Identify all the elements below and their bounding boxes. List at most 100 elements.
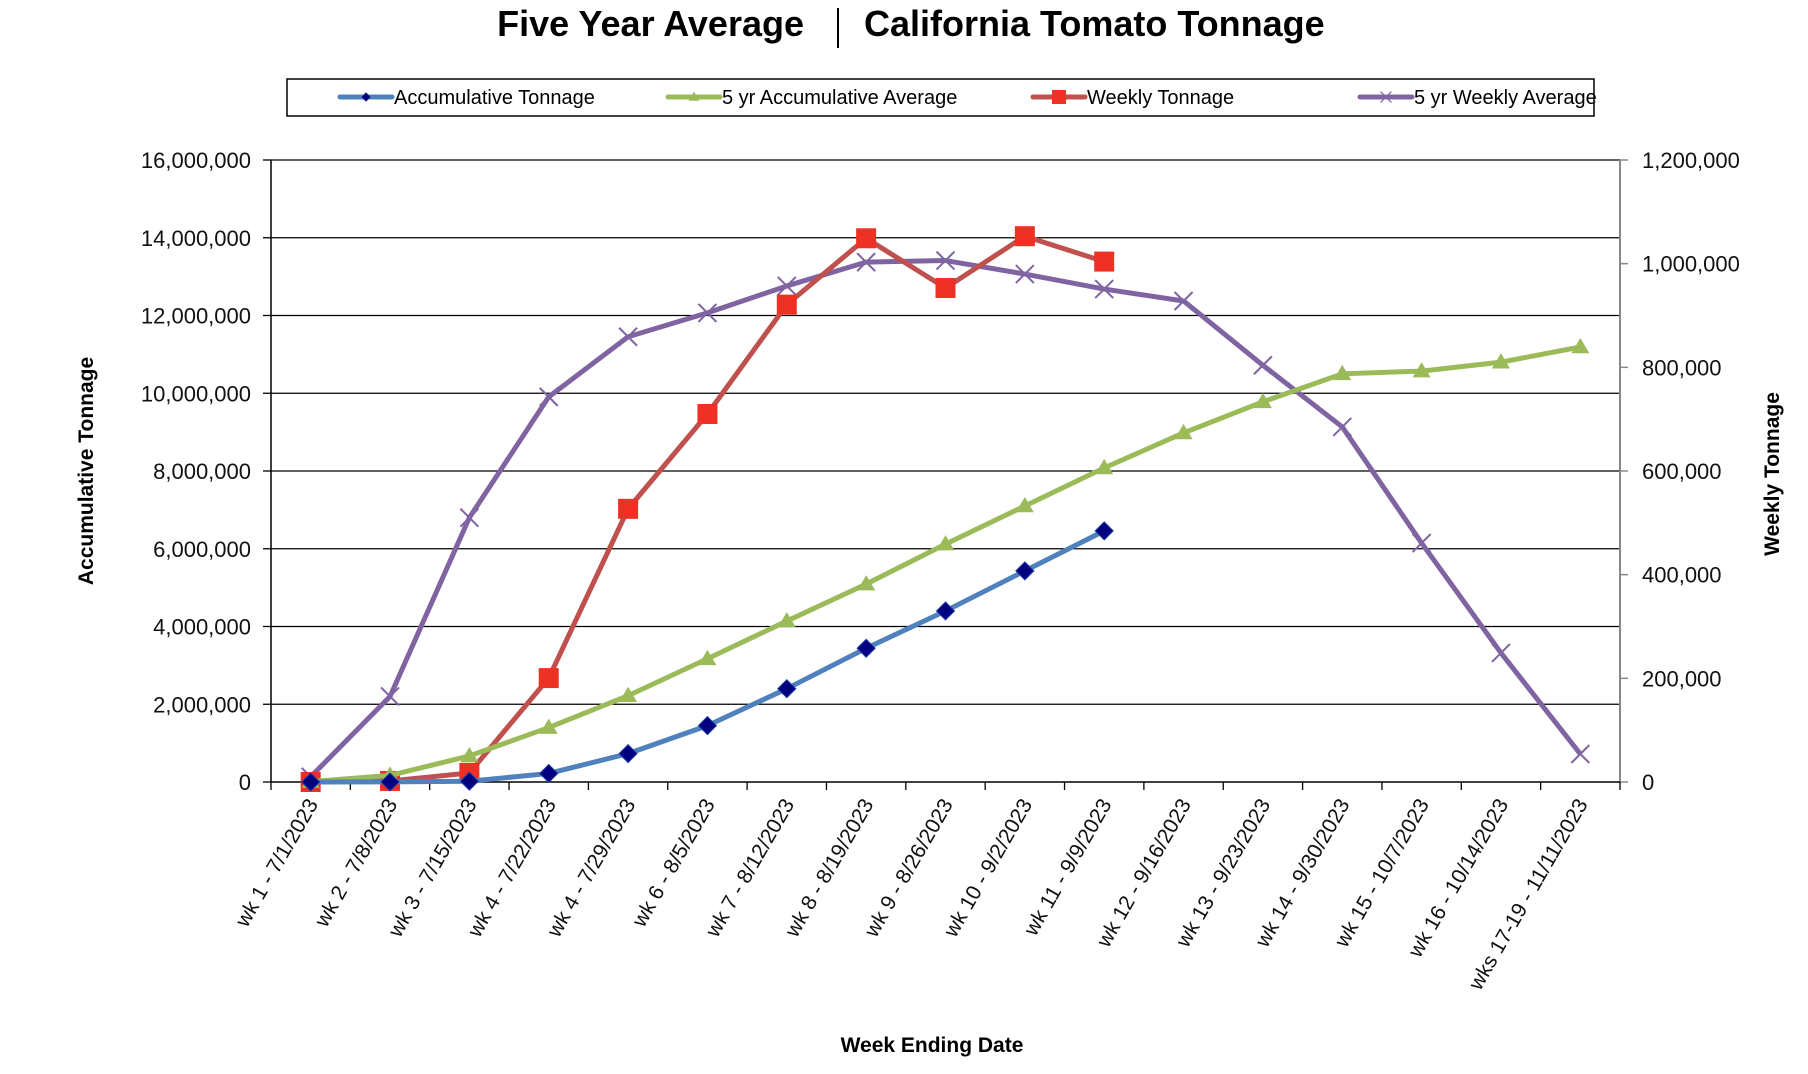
y-left-tick-label: 10,000,000	[141, 381, 251, 406]
data-point	[618, 327, 638, 347]
data-point	[618, 743, 638, 764]
legend-label: 5 yr Weekly Average	[1414, 87, 1597, 109]
data-point	[1411, 533, 1432, 553]
data-point	[300, 772, 321, 792]
data-point	[856, 228, 877, 249]
data-point	[1412, 362, 1431, 378]
data-point	[856, 252, 876, 272]
data-point	[1253, 392, 1272, 409]
y-axis-right-title: Weekly Tonnage	[1761, 392, 1784, 556]
y-left-tick-label: 14,000,000	[141, 226, 251, 251]
data-point	[856, 638, 876, 658]
data-point	[1332, 417, 1352, 437]
y-left-tick-label: 12,000,000	[141, 304, 251, 329]
data-point	[935, 278, 956, 299]
data-point	[1094, 251, 1115, 272]
data-point	[935, 601, 956, 621]
data-point	[460, 746, 479, 763]
series-5-yr-weekly-average	[300, 250, 1591, 787]
data-point	[539, 387, 559, 407]
data-point	[1491, 643, 1511, 663]
legend-label: Accumulative Tonnage	[394, 87, 595, 109]
data-point	[538, 668, 559, 689]
series-line	[310, 344, 1581, 785]
y-right-tick-label: 0	[1642, 770, 1654, 795]
data-point	[1570, 744, 1591, 764]
y-right-tick-label: 1,000,000	[1642, 252, 1740, 277]
x-tick-label: wk 11 - 9/9/2023	[1019, 795, 1116, 940]
legend-square-icon	[1052, 90, 1066, 104]
data-point	[619, 686, 638, 702]
data-point	[1094, 279, 1114, 299]
data-point	[1015, 496, 1034, 513]
y-right-tick-label: 800,000	[1642, 355, 1722, 380]
legend-triangle-icon	[688, 91, 700, 101]
legend-label: 5 yr Accumulative Average	[722, 87, 957, 109]
legend-item: 5 yr Weekly Average	[1357, 87, 1597, 109]
y-left-tick-label: 16,000,000	[141, 148, 251, 173]
x-tick-label: wk 2 - 7/8/2023	[310, 795, 402, 932]
x-tick-label: wk 1 - 7/1/2023	[231, 795, 323, 932]
x-tick-label: wk 4 - 7/29/2023	[542, 795, 640, 942]
x-tick-label: wk 4 - 7/22/2023	[463, 795, 561, 942]
x-tick-label: wk 8 - 8/19/2023	[780, 795, 878, 942]
y-left-tick-label: 6,000,000	[153, 537, 251, 562]
data-point	[1571, 337, 1590, 354]
data-point	[857, 575, 876, 591]
data-point	[1173, 291, 1194, 311]
y-right-tick-label: 400,000	[1642, 563, 1722, 588]
legend: Accumulative Tonnage 5 yr Accumulative Av…	[286, 78, 1597, 117]
data-point	[697, 715, 718, 736]
y-axis-left-title: Accumulative Tonnage	[75, 357, 98, 585]
data-point	[936, 535, 955, 551]
data-point	[1491, 353, 1510, 369]
x-tick-label: wk 3 - 7/15/2023	[384, 795, 482, 942]
gridlines	[271, 159, 1620, 705]
x-tick-label: wk 7 - 8/12/2023	[701, 795, 799, 942]
y-right-tick-label: 1,200,000	[1642, 148, 1740, 173]
data-point	[697, 303, 718, 323]
y-axis-right-ticks: 0 200,000 400,000 600,000 800,000 1,000,000 1,…	[1620, 148, 1740, 795]
x-axis-title: Week Ending Date	[841, 1034, 1024, 1057]
y-left-tick-label: 0	[239, 770, 251, 795]
data-point	[776, 294, 797, 315]
y-right-tick-label: 200,000	[1642, 666, 1722, 691]
data-point	[1174, 423, 1193, 440]
data-point	[459, 771, 480, 791]
data-point	[1094, 521, 1114, 541]
legend-x-icon	[1380, 91, 1392, 103]
data-point	[1015, 264, 1035, 284]
data-point	[1015, 561, 1035, 581]
data-point	[1014, 226, 1035, 247]
legend-item: Weekly Tonnage	[1030, 87, 1234, 109]
y-axis-left-ticks: 0 2,000,000 4,000,000 6,000,000 8,000,000 10,…	[141, 148, 271, 795]
chart-title-left: Five Year Average	[497, 3, 804, 44]
legend-item: 5 yr Accumulative Average	[665, 87, 957, 109]
y-left-tick-label: 4,000,000	[153, 615, 251, 640]
data-point	[380, 686, 400, 707]
legend-diamond-icon	[361, 92, 371, 102]
x-tick-label: wk 6 - 8/5/2023	[628, 795, 720, 932]
data-point	[698, 649, 717, 666]
legend-item: Accumulative Tonnage	[337, 87, 595, 109]
legend-label: Weekly Tonnage	[1087, 87, 1234, 109]
data-point	[618, 498, 639, 519]
data-point	[777, 612, 796, 628]
series-accumulative-tonnage	[300, 521, 1114, 792]
data-point	[777, 678, 797, 699]
series-line	[308, 258, 1583, 779]
y-right-tick-label: 600,000	[1642, 459, 1722, 484]
data-point	[380, 772, 400, 792]
data-point	[935, 250, 956, 271]
data-point	[697, 403, 718, 424]
y-left-tick-label: 2,000,000	[153, 692, 251, 717]
series-line	[310, 233, 1105, 785]
y-left-tick-label: 8,000,000	[153, 459, 251, 484]
data-point	[539, 718, 558, 734]
data-point	[777, 276, 797, 296]
series	[300, 226, 1591, 792]
data-point	[1095, 458, 1114, 475]
x-tick-label: wk 9 - 8/26/2023	[860, 795, 958, 942]
